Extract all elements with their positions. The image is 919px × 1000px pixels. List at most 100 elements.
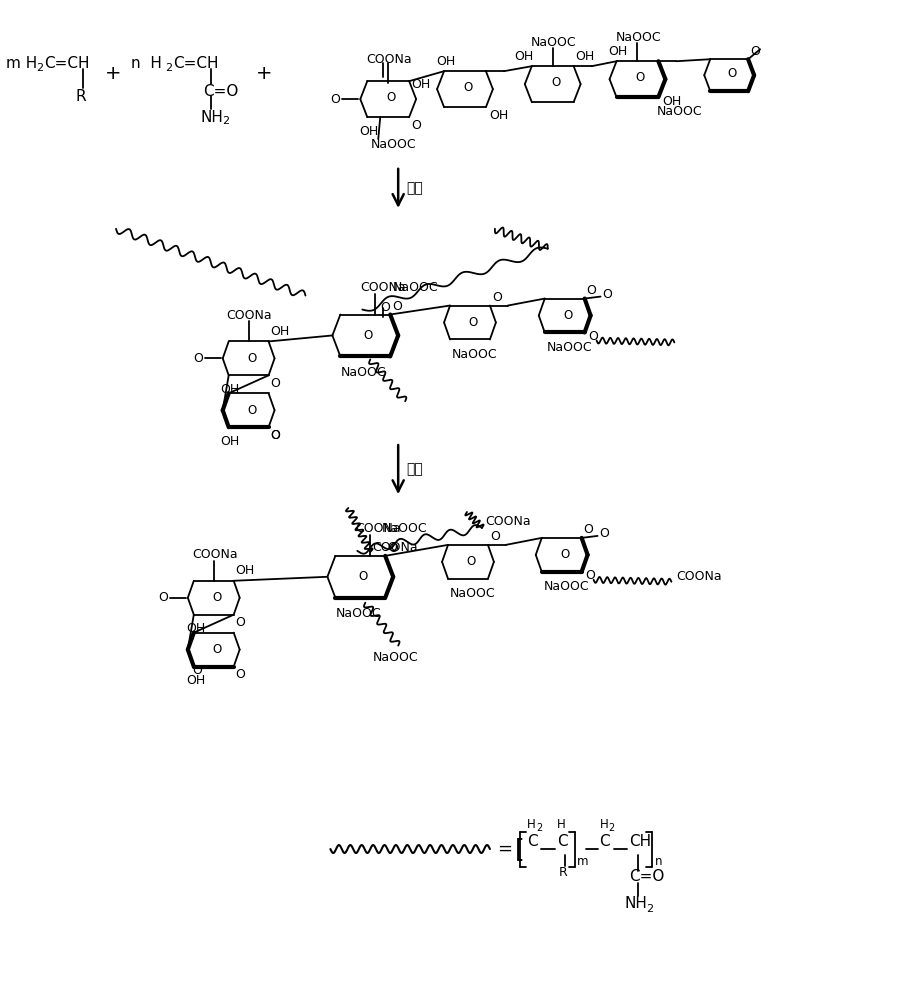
Text: NaOOC: NaOOC [615,31,661,44]
Text: O: O [158,591,167,604]
Text: C=O: C=O [629,869,664,884]
Text: n  H: n H [130,56,162,71]
Text: H: H [556,818,565,831]
Text: NH: NH [624,896,647,911]
Text: O: O [193,352,202,365]
Text: NaOOC: NaOOC [543,580,589,593]
Text: R: R [75,89,85,104]
Text: O: O [330,93,340,106]
Text: COONa: COONa [484,515,530,528]
Text: NaOOC: NaOOC [451,348,497,361]
Text: COONa: COONa [226,309,272,322]
Text: O: O [246,352,256,365]
Text: 2: 2 [221,116,229,126]
Text: 水解: 水解 [405,463,423,477]
Text: n: n [653,855,661,868]
Text: O: O [749,45,759,58]
Text: O: O [586,284,596,297]
Text: NaOOC: NaOOC [372,651,417,664]
Text: OH: OH [270,325,289,338]
Text: OH: OH [575,50,595,63]
Text: O: O [588,330,598,343]
Text: O: O [550,76,560,89]
Text: O: O [583,523,593,536]
Text: O: O [585,569,595,582]
Text: COONa: COONa [360,281,405,294]
Text: O: O [363,329,372,342]
Text: m: m [576,855,587,868]
Text: OH: OH [436,55,455,68]
Text: O: O [212,591,221,604]
Text: NaOOC: NaOOC [530,36,576,49]
Text: NaOOC: NaOOC [546,341,592,354]
Text: R: R [558,866,567,879]
Text: m H: m H [6,56,38,71]
Text: O: O [387,541,397,554]
Text: NaOOC: NaOOC [655,105,701,118]
Text: O: O [391,300,402,313]
Text: OH: OH [514,50,532,63]
Text: 聚合: 聚合 [405,181,423,195]
Text: O: O [380,301,390,314]
Text: NH: NH [200,110,223,125]
Text: CH: CH [629,834,651,849]
Text: NaOOC: NaOOC [369,138,415,151]
Text: 2: 2 [646,904,652,914]
Text: O: O [235,668,245,681]
Text: OH: OH [221,383,240,396]
Text: O: O [270,429,280,442]
Text: O: O [212,643,221,656]
Text: COONa: COONa [355,522,401,535]
Text: =: = [496,840,511,858]
Text: O: O [560,548,569,561]
Text: OH: OH [186,622,205,635]
Text: O: O [386,91,395,104]
Text: OH: OH [235,564,255,577]
Text: COONa: COONa [191,548,237,561]
Text: OH: OH [221,435,240,448]
Text: O: O [246,404,256,417]
Text: O: O [463,81,472,94]
Text: OH: OH [186,674,205,687]
Text: NaOOC: NaOOC [449,587,495,600]
Text: O: O [490,530,499,543]
Text: O: O [727,67,736,80]
Text: OH: OH [607,45,627,58]
Text: C: C [527,834,537,849]
Text: H: H [599,818,607,831]
Text: COONa: COONa [366,53,412,66]
Text: +: + [105,64,121,83]
Text: O: O [270,429,280,442]
Text: O: O [411,119,421,132]
Text: H: H [527,818,535,831]
Text: OH: OH [411,78,430,91]
Text: COONa: COONa [372,541,417,554]
Text: OH: OH [662,95,681,108]
Text: O: O [635,71,644,84]
Text: NaOOC: NaOOC [392,281,438,294]
Text: C=CH: C=CH [44,56,90,71]
Text: O: O [270,377,280,390]
Text: C=CH: C=CH [173,56,218,71]
Text: O: O [562,309,572,322]
Text: COONa: COONa [675,570,721,583]
Text: O: O [492,291,501,304]
Text: 2: 2 [165,63,172,73]
Text: C=O: C=O [202,84,238,99]
Text: O: O [191,664,201,677]
Text: 2: 2 [36,63,43,73]
Text: O: O [235,616,245,629]
Text: 2: 2 [535,823,541,833]
Text: +: + [255,64,272,83]
Text: O: O [599,527,608,540]
Text: C: C [599,834,609,849]
Text: [: [ [515,837,524,861]
Text: O: O [468,316,477,329]
Text: O: O [602,288,612,301]
Text: O: O [358,570,368,583]
Text: 2: 2 [607,823,614,833]
Text: OH: OH [488,109,507,122]
Text: NaOOC: NaOOC [381,522,427,535]
Text: C: C [556,834,567,849]
Text: OH: OH [359,125,378,138]
